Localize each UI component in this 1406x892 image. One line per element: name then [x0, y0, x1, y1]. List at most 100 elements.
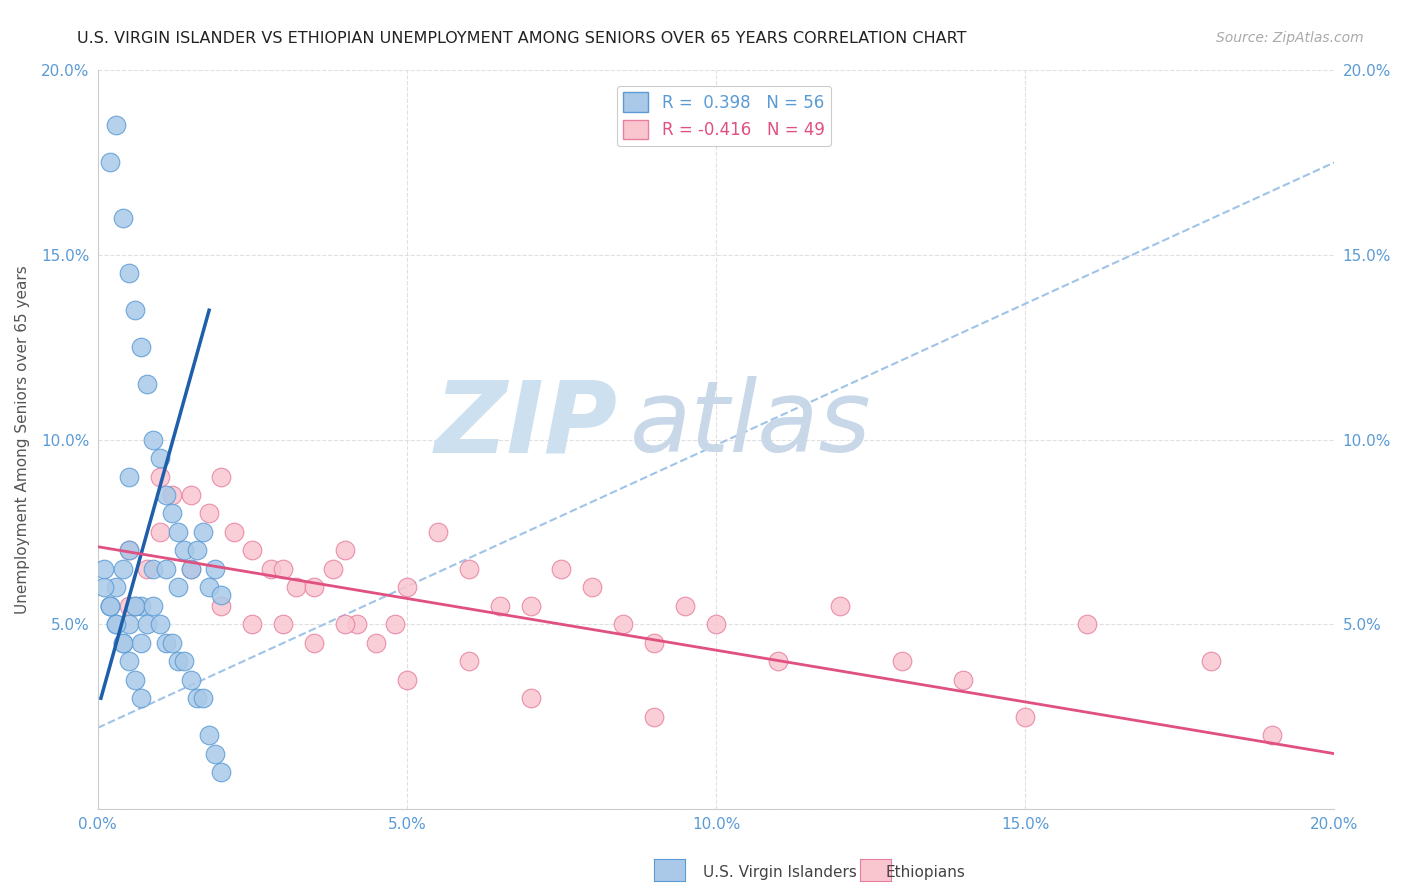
Point	[260, 562, 283, 576]
Point	[704, 617, 727, 632]
Point	[395, 580, 418, 594]
Point	[142, 599, 165, 613]
Text: U.S. VIRGIN ISLANDER VS ETHIOPIAN UNEMPLOYMENT AMONG SENIORS OVER 65 YEARS CORRE: U.S. VIRGIN ISLANDER VS ETHIOPIAN UNEMPL…	[77, 31, 967, 46]
Point	[384, 617, 406, 632]
Point	[111, 211, 134, 225]
Point	[1199, 654, 1222, 668]
Point	[346, 617, 368, 632]
Point	[322, 562, 344, 576]
Point	[284, 580, 307, 594]
Point	[129, 691, 152, 706]
Point	[1014, 709, 1036, 723]
Point	[142, 562, 165, 576]
Point	[142, 433, 165, 447]
Point	[211, 765, 233, 780]
Point	[211, 588, 233, 602]
Point	[124, 673, 146, 687]
Point	[519, 599, 541, 613]
Point	[160, 507, 183, 521]
Point	[180, 488, 202, 502]
Point	[426, 524, 449, 539]
Point	[395, 673, 418, 687]
Point	[180, 562, 202, 576]
Point	[302, 636, 325, 650]
Point	[124, 303, 146, 318]
Point	[98, 599, 121, 613]
Point	[149, 469, 172, 483]
Point	[186, 543, 208, 558]
Point	[1261, 728, 1284, 742]
Point	[271, 562, 294, 576]
Point	[204, 747, 226, 761]
Point	[271, 617, 294, 632]
Point	[167, 580, 190, 594]
Point	[118, 617, 141, 632]
Point	[890, 654, 912, 668]
Point	[129, 599, 152, 613]
Point	[222, 524, 245, 539]
Point	[118, 654, 141, 668]
Point	[204, 562, 226, 576]
Point	[952, 673, 974, 687]
Point	[98, 599, 121, 613]
Point	[118, 266, 141, 280]
Point	[198, 507, 221, 521]
Point	[98, 599, 121, 613]
Point	[111, 636, 134, 650]
Point	[98, 155, 121, 169]
Point	[198, 728, 221, 742]
Point	[105, 617, 128, 632]
Point	[242, 617, 264, 632]
Point	[149, 450, 172, 465]
Point	[149, 617, 172, 632]
Point	[118, 543, 141, 558]
Point	[124, 599, 146, 613]
Point	[129, 340, 152, 354]
Point	[766, 654, 789, 668]
Point	[105, 119, 128, 133]
Point	[136, 562, 159, 576]
Point	[333, 543, 356, 558]
Point	[118, 543, 141, 558]
Point	[643, 636, 665, 650]
Text: ZIP: ZIP	[434, 376, 617, 474]
Point	[673, 599, 696, 613]
Point	[105, 617, 128, 632]
Point	[160, 636, 183, 650]
Point	[191, 524, 214, 539]
Point	[643, 709, 665, 723]
Point	[105, 580, 128, 594]
Point	[136, 617, 159, 632]
Point	[1076, 617, 1098, 632]
Point	[457, 654, 479, 668]
Point	[93, 580, 115, 594]
Point	[129, 636, 152, 650]
Point	[111, 562, 134, 576]
Point	[111, 636, 134, 650]
Point	[180, 562, 202, 576]
Text: U.S. Virgin Islanders: U.S. Virgin Islanders	[703, 865, 856, 880]
Point	[519, 691, 541, 706]
Point	[828, 599, 851, 613]
Point	[198, 580, 221, 594]
Point	[155, 488, 177, 502]
Point	[180, 673, 202, 687]
Point	[155, 562, 177, 576]
Point	[167, 524, 190, 539]
Point	[191, 691, 214, 706]
Point	[302, 580, 325, 594]
Point	[242, 543, 264, 558]
Point	[173, 654, 195, 668]
Point	[488, 599, 510, 613]
Y-axis label: Unemployment Among Seniors over 65 years: Unemployment Among Seniors over 65 years	[15, 265, 30, 614]
Point	[93, 562, 115, 576]
Point	[211, 469, 233, 483]
Point	[581, 580, 603, 594]
Point	[457, 562, 479, 576]
Text: Source: ZipAtlas.com: Source: ZipAtlas.com	[1216, 31, 1364, 45]
Point	[333, 617, 356, 632]
Point	[167, 654, 190, 668]
Point	[186, 691, 208, 706]
Point	[160, 488, 183, 502]
Text: Ethiopians: Ethiopians	[886, 865, 966, 880]
